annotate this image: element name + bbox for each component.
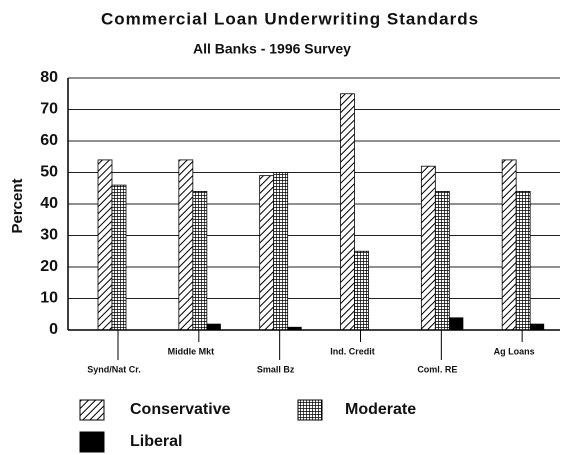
bar: [515, 190, 531, 331]
bar: [449, 317, 464, 330]
y-tick-label: 30: [40, 227, 58, 244]
x-tick-label: Synd/Nat Cr.: [87, 364, 141, 374]
x-tick-label: Ag Loans: [494, 346, 535, 356]
bar: [354, 250, 369, 331]
y-tick-label: 60: [40, 132, 58, 149]
y-tick-label: 10: [40, 290, 58, 307]
bar: [111, 184, 127, 331]
legend-label: Liberal: [130, 433, 182, 450]
bar: [420, 165, 436, 331]
x-tick-label: Small Bz: [257, 364, 295, 374]
bar: [206, 323, 221, 330]
y-tick-label: 70: [40, 101, 58, 118]
x-tick-label: Coml. RE: [417, 364, 457, 374]
bar: [287, 326, 302, 330]
y-axis-label: Percent: [9, 178, 26, 233]
x-tick-label: Middle Mkt: [168, 346, 215, 356]
y-tick-label: 0: [49, 321, 58, 338]
x-tick-label: Ind. Credit: [330, 346, 375, 356]
y-tick-label: 50: [40, 164, 58, 181]
bar: [273, 172, 289, 331]
legend-label: Moderate: [345, 401, 416, 418]
bar: [259, 175, 275, 331]
y-tick-label: 80: [40, 69, 58, 86]
bar: [501, 159, 517, 331]
legend-swatch: [79, 431, 105, 453]
chart-title: Commercial Loan Underwriting Standards: [101, 9, 479, 28]
bar: [530, 323, 545, 330]
bar: [178, 159, 194, 331]
bar: [434, 190, 450, 331]
legend-swatch: [297, 399, 323, 421]
bar: [340, 93, 355, 331]
bar: [97, 159, 113, 331]
legend-label: Conservative: [130, 401, 231, 418]
chart-subtitle: All Banks - 1996 Survey: [193, 41, 351, 57]
y-tick-label: 20: [40, 258, 58, 275]
legend-swatch: [79, 399, 105, 421]
bar: [192, 190, 208, 331]
y-tick-label: 40: [40, 195, 58, 212]
